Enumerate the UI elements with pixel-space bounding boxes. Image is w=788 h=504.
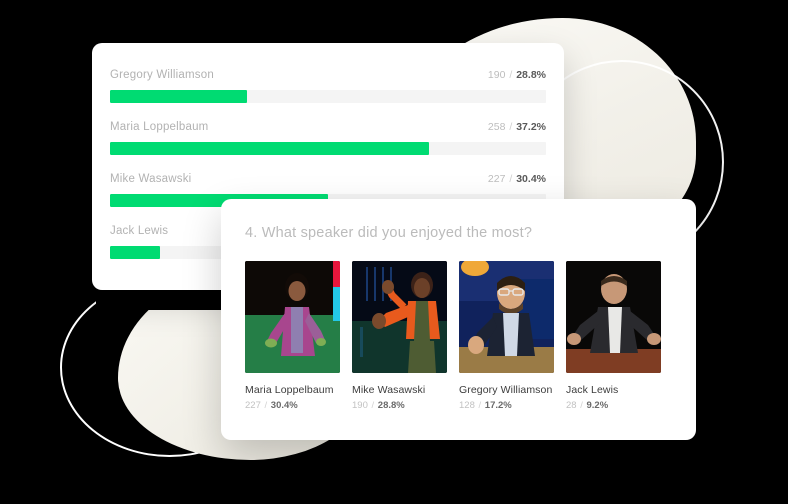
poll-progress-fill — [110, 246, 161, 259]
stat-separator: / — [509, 121, 513, 133]
speaker-percent: 17.2% — [484, 400, 512, 411]
poll-row-header: Gregory Williamson 190 / 28.8% — [110, 69, 546, 81]
speaker-percent: 9.2% — [586, 400, 609, 411]
speaker-percent: 30.4% — [270, 400, 298, 411]
speaker-option[interactable]: Gregory Williamson 128 / 17.2% — [459, 261, 554, 411]
speaker-photo-gregory-williamson[interactable] — [459, 261, 554, 373]
poll-option-percent: 37.2% — [516, 121, 546, 133]
stat-separator: / — [264, 400, 268, 411]
speaker-name: Mike Wasawski — [352, 384, 426, 396]
poll-option-votes: 227 — [487, 173, 506, 185]
speaker-option[interactable]: Maria Loppelbaum 227 / 30.4% — [245, 261, 340, 411]
poll-option-stats: 227 / 30.4% — [488, 173, 546, 185]
speaker-photo-jack-lewis[interactable] — [566, 261, 661, 373]
question-title: 4. What speaker did you enjoyed the most… — [245, 225, 533, 241]
speaker-stats: 28 / 9.2% — [566, 400, 661, 411]
speaker-votes: 28 — [566, 400, 577, 411]
stat-separator: / — [509, 173, 513, 185]
stat-separator: / — [580, 400, 583, 411]
poll-progress-fill — [110, 142, 429, 155]
poll-option-percent: 28.8% — [516, 69, 546, 81]
poll-option-label: Maria Loppelbaum — [110, 121, 209, 133]
speaker-name: Gregory Williamson — [459, 384, 553, 396]
poll-option-stats: 258 / 37.2% — [488, 121, 546, 133]
poll-option-stats: 190 / 28.8% — [488, 69, 546, 81]
speaker-photo-mike-wasawski[interactable] — [352, 261, 447, 373]
speaker-percent: 28.8% — [377, 400, 405, 411]
speaker-option[interactable]: Jack Lewis 28 / 9.2% — [566, 261, 661, 411]
poll-option-votes: 258 — [487, 121, 506, 133]
speaker-votes: 227 — [245, 400, 261, 411]
speaker-votes: 128 — [459, 400, 475, 411]
speaker-stats: 190 / 28.8% — [352, 400, 447, 411]
speaker-photo-maria-loppelbaum[interactable] — [245, 261, 340, 373]
poll-progress-track — [110, 142, 546, 155]
speaker-grid: Maria Loppelbaum 227 / 30.4% — [245, 261, 672, 411]
speaker-stats: 227 / 30.4% — [245, 400, 340, 411]
poll-row-header: Mike Wasawski 227 / 30.4% — [110, 173, 546, 185]
poll-row[interactable]: Gregory Williamson 190 / 28.8% — [92, 69, 564, 103]
speaker-option[interactable]: Mike Wasawski 190 / 28.8% — [352, 261, 447, 411]
speaker-name: Jack Lewis — [566, 384, 619, 396]
poll-option-label: Gregory Williamson — [110, 69, 214, 81]
poll-row[interactable]: Maria Loppelbaum 258 / 37.2% — [92, 121, 564, 155]
poll-option-label: Mike Wasawski — [110, 173, 192, 185]
poll-row-header: Maria Loppelbaum 258 / 37.2% — [110, 121, 546, 133]
poll-option-label: Jack Lewis — [110, 225, 169, 237]
speaker-name: Maria Loppelbaum — [245, 384, 334, 396]
speaker-votes: 190 — [352, 400, 368, 411]
poll-progress-fill — [110, 90, 248, 103]
speaker-stats: 128 / 17.2% — [459, 400, 554, 411]
stat-separator: / — [371, 400, 375, 411]
poll-option-percent: 30.4% — [516, 173, 546, 185]
stat-separator: / — [509, 69, 513, 81]
question-card: 4. What speaker did you enjoyed the most… — [221, 199, 696, 440]
poll-option-votes: 190 — [487, 69, 506, 81]
stat-separator: / — [478, 400, 482, 411]
poll-progress-track — [110, 90, 546, 103]
